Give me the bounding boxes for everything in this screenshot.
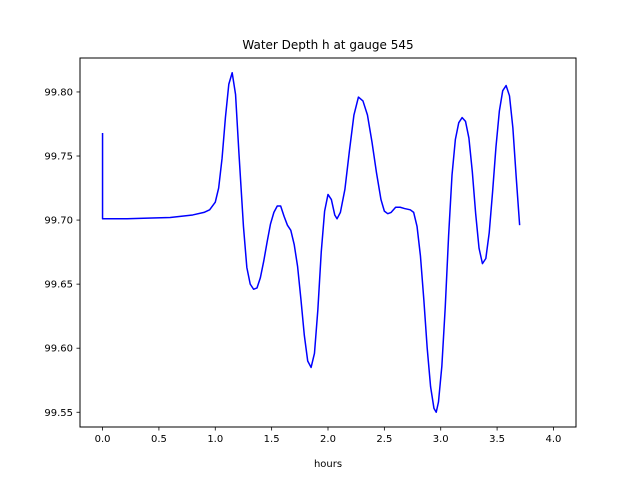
y-tick-label: 99.80 bbox=[44, 87, 73, 98]
y-tick-label: 99.65 bbox=[44, 280, 73, 291]
y-axis: 99.55 99.60 99.65 99.70 99.75 99.80 bbox=[44, 87, 80, 419]
series-line-0 bbox=[101, 71, 521, 414]
plot-area bbox=[79, 57, 577, 428]
x-tick-label: 1.0 bbox=[207, 434, 223, 445]
y-tick-label: 99.60 bbox=[44, 344, 73, 355]
x-axis: 0.0 0.5 1.0 1.5 2.0 2.5 3.0 3.5 4.0 bbox=[95, 427, 562, 445]
x-tick-label: 2.0 bbox=[320, 434, 336, 445]
y-tick-label: 99.75 bbox=[44, 152, 73, 163]
x-tick-label: 4.0 bbox=[546, 434, 562, 445]
x-tick-label: 0.5 bbox=[151, 434, 167, 445]
x-tick-label: 3.0 bbox=[433, 434, 449, 445]
x-tick-label: 2.5 bbox=[376, 434, 392, 445]
chart-title: Water Depth h at gauge 545 bbox=[242, 38, 413, 52]
y-tick-label: 99.55 bbox=[44, 408, 73, 419]
x-tick-label: 3.5 bbox=[489, 434, 505, 445]
y-tick-label: 99.70 bbox=[44, 216, 73, 227]
series-layer bbox=[101, 71, 521, 414]
x-tick-label: 0.0 bbox=[95, 434, 111, 445]
x-axis-label: hours bbox=[314, 459, 342, 470]
x-tick-label: 1.5 bbox=[264, 434, 280, 445]
